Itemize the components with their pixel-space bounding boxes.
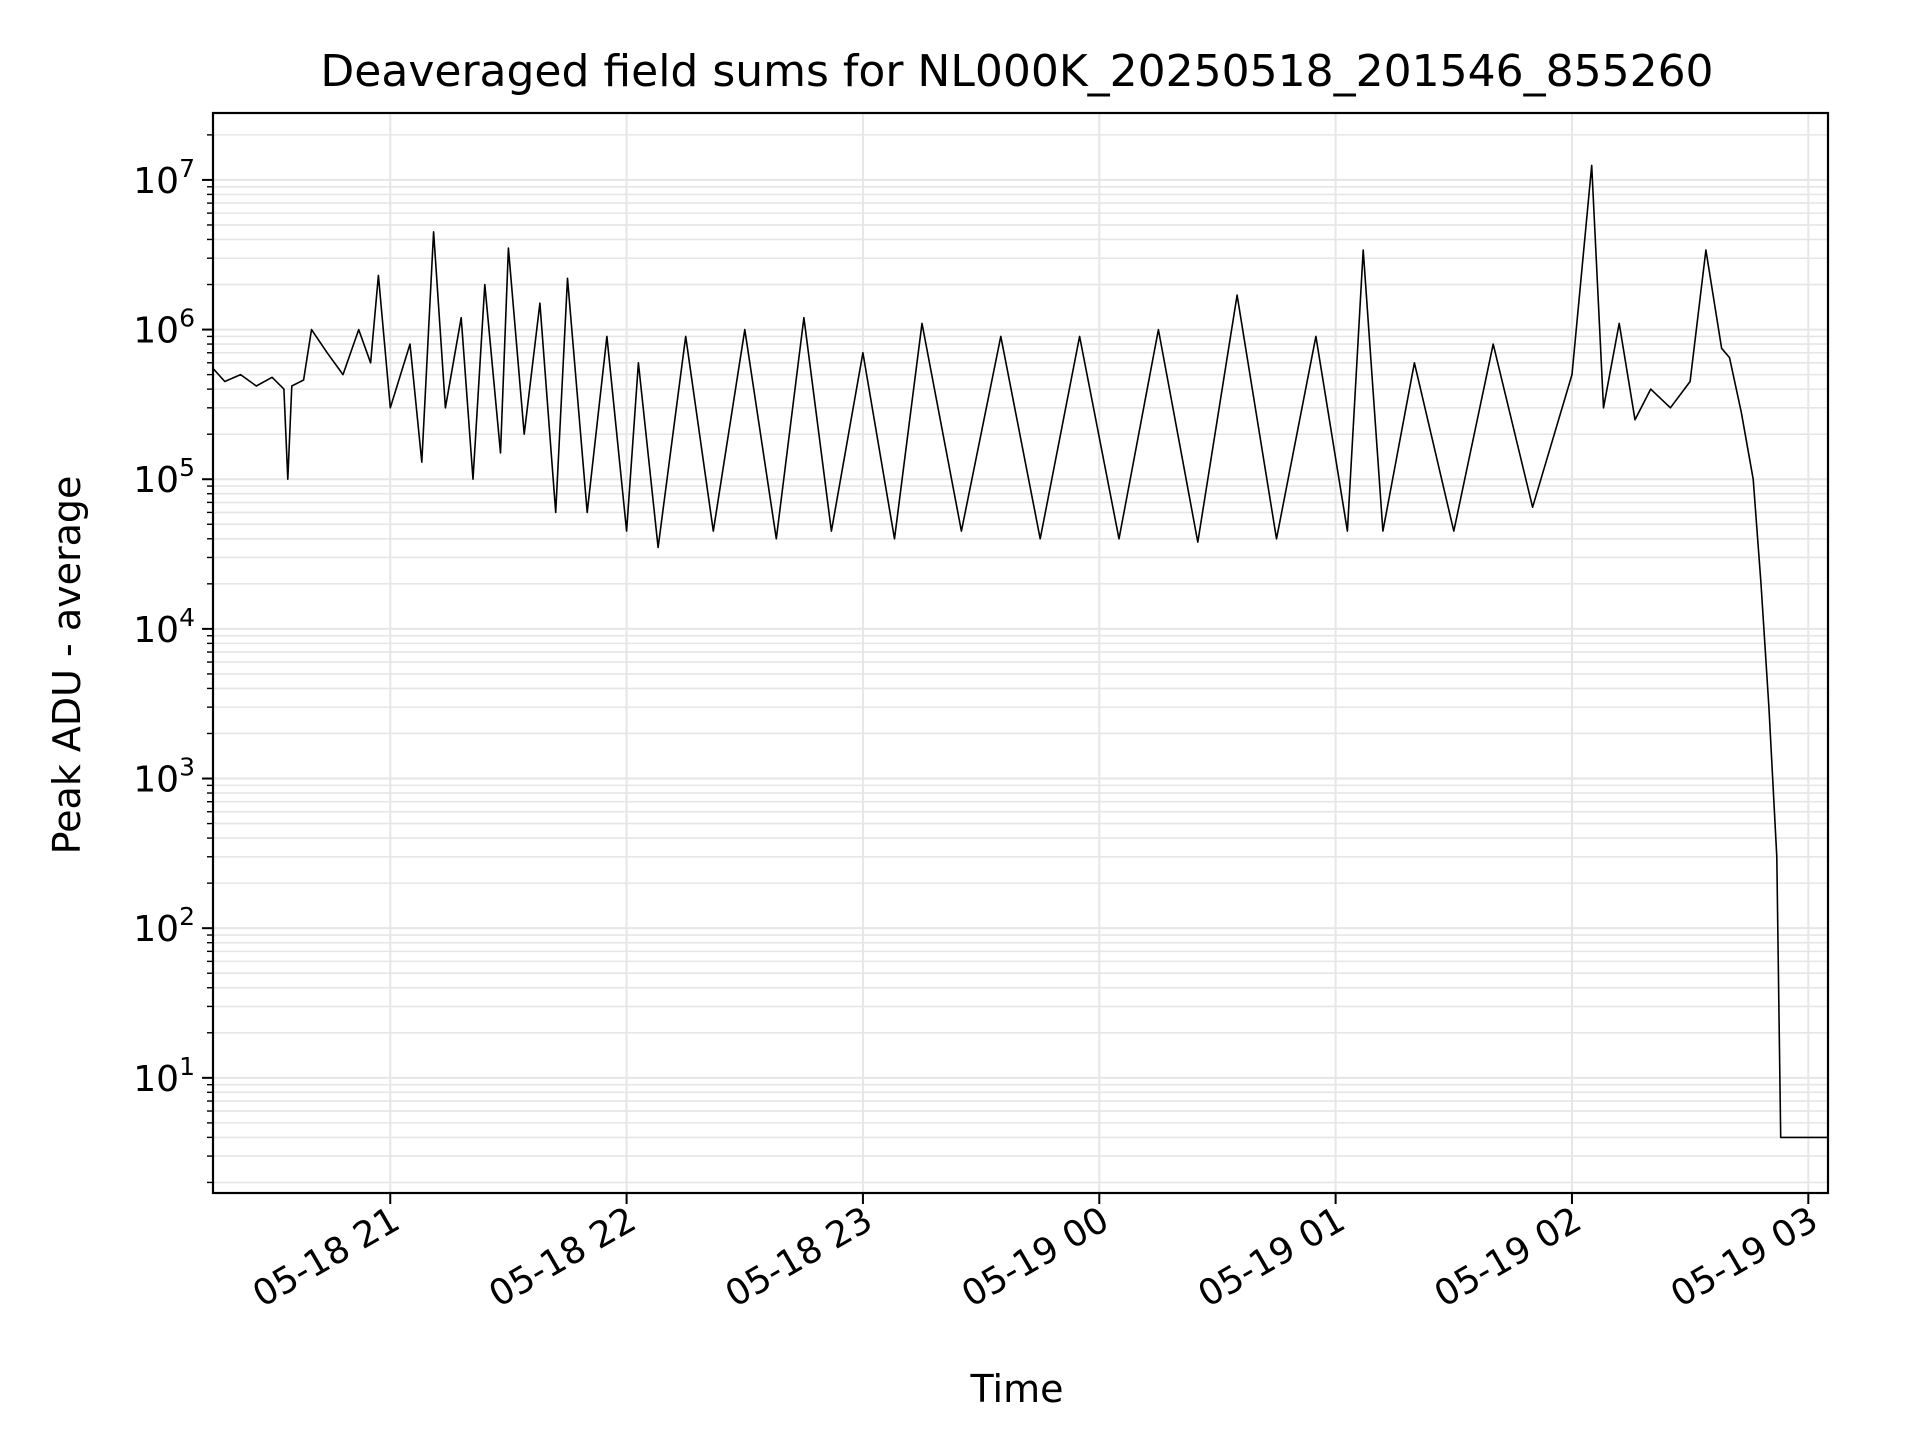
- y-tick-label: 104: [133, 603, 195, 651]
- chart-title: Deaveraged field sums for NL000K_2025051…: [320, 46, 1713, 97]
- y-tick-label: 102: [133, 902, 195, 950]
- y-tick-label: 101: [133, 1052, 195, 1100]
- y-axis-label: Peak ADU - average: [45, 476, 89, 855]
- y-tick-label: 103: [133, 753, 195, 801]
- axes-frame: [211, 111, 1830, 1195]
- y-tick-label: 106: [133, 304, 195, 352]
- grid: [213, 113, 1828, 1193]
- ticks: [202, 134, 1810, 1204]
- y-tick-label: 105: [133, 453, 195, 501]
- series-line-group: [212, 164, 1828, 1139]
- series-line: [212, 164, 1828, 1139]
- x-axis-label: Time: [970, 1367, 1064, 1411]
- y-tick-label: 107: [133, 154, 195, 202]
